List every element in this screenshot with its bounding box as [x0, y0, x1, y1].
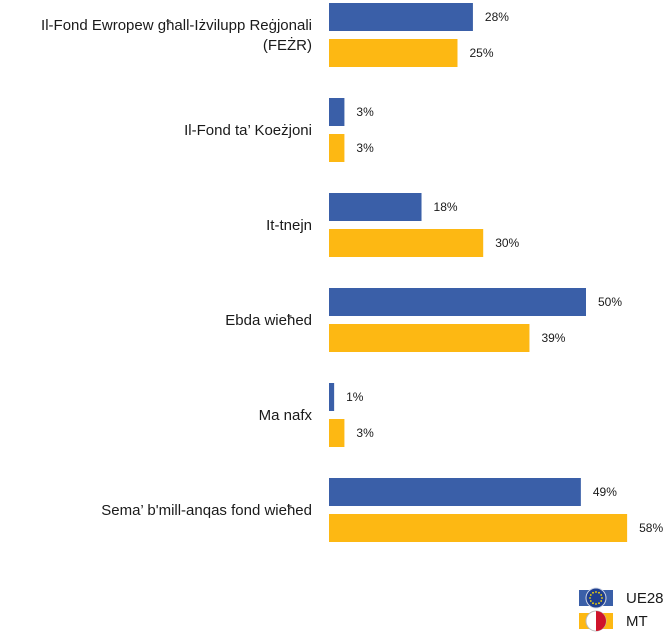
bars-layer: [329, 3, 627, 542]
data-label: 58%: [639, 521, 663, 535]
data-label: 3%: [356, 141, 374, 155]
data-label: 49%: [593, 485, 617, 499]
data-label: 3%: [356, 426, 374, 440]
bar-ue28: [329, 193, 422, 221]
bar-ue28: [329, 288, 586, 316]
data-label: 25%: [470, 46, 494, 60]
bar-mt: [329, 39, 458, 67]
legend-label: UE28: [626, 590, 664, 607]
data-label: 1%: [346, 390, 364, 404]
bar-mt: [329, 324, 529, 352]
category-label: (FEŻR): [263, 36, 312, 54]
category-label: It-tnejn: [266, 217, 312, 234]
legend: UE28 MT: [579, 588, 664, 631]
bar-mt: [329, 514, 627, 542]
bar-ue28: [329, 98, 344, 126]
eu-flag-icon: [586, 588, 606, 608]
bar-ue28: [329, 383, 334, 411]
category-label: Ma nafx: [259, 407, 313, 424]
data-label: 28%: [485, 10, 509, 24]
bar-mt: [329, 229, 483, 257]
legend-label: MT: [626, 613, 648, 630]
data-label: 30%: [495, 236, 519, 250]
category-label: Il-Fond ta’ Koeżjoni: [184, 122, 312, 139]
data-label: 3%: [356, 105, 374, 119]
category-label: Sema’ b'mill-anqas fond wieħed: [101, 502, 312, 519]
bar-mt: [329, 134, 344, 162]
category-label: Ebda wieħed: [225, 312, 312, 329]
category-label: Il-Fond Ewropew għall-Iżvilupp Reġjonali: [41, 17, 312, 34]
labels-layer: Il-Fond Ewropew għall-Iżvilupp Reġjonali…: [41, 10, 663, 535]
data-label: 18%: [434, 200, 458, 214]
data-label: 39%: [541, 331, 565, 345]
bar-mt: [329, 419, 344, 447]
bar-ue28: [329, 3, 473, 31]
malta-flag-icon: [586, 611, 606, 631]
data-label: 50%: [598, 295, 622, 309]
bar-ue28: [329, 478, 581, 506]
